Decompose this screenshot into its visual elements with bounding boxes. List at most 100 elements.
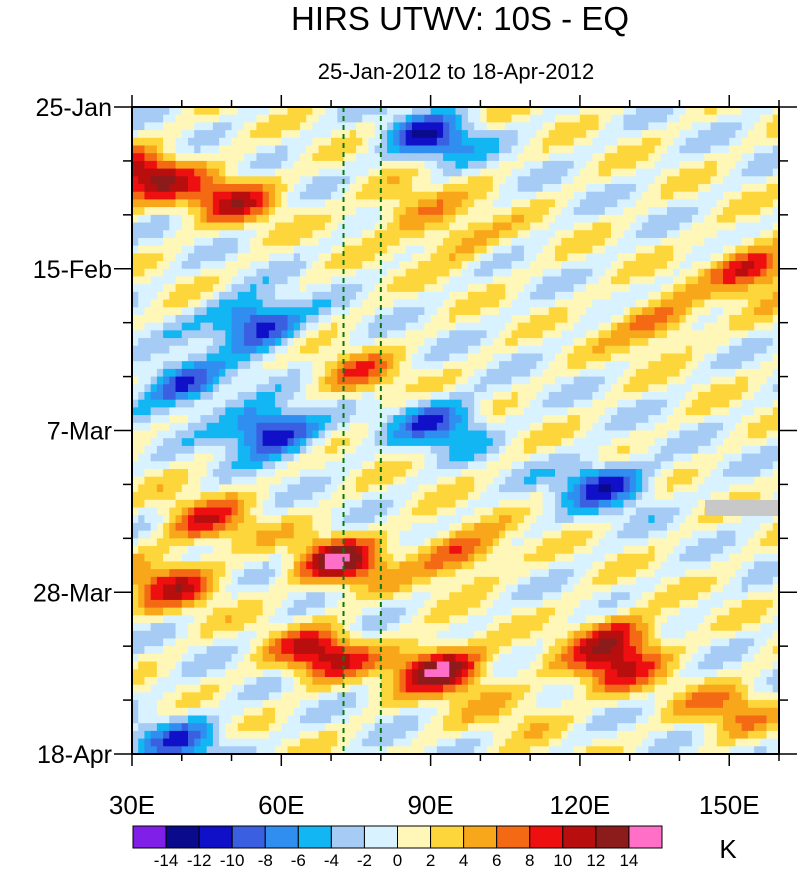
heat-cell xyxy=(592,130,600,139)
heat-cell xyxy=(237,415,245,424)
heat-cell xyxy=(380,207,388,216)
heat-cell xyxy=(324,338,332,347)
heat-cell xyxy=(517,222,525,231)
heat-cell xyxy=(542,284,550,293)
heat-cell xyxy=(629,130,637,139)
heat-cell xyxy=(455,245,463,254)
heat-cell xyxy=(579,391,587,401)
heat-cell xyxy=(499,199,506,208)
heat-cell xyxy=(194,268,202,278)
heat-cell xyxy=(212,438,220,447)
heat-cell xyxy=(772,299,780,308)
heat-cell xyxy=(243,122,251,131)
heat-cell xyxy=(729,199,737,208)
heat-cell xyxy=(523,407,531,416)
heat-cell xyxy=(660,376,668,385)
heat-cell xyxy=(499,322,506,331)
heat-cell xyxy=(642,384,649,393)
heat-cell xyxy=(729,322,737,331)
heat-cell xyxy=(256,199,264,208)
heat-cell xyxy=(623,168,631,177)
heat-cell xyxy=(150,276,158,285)
heat-cell xyxy=(318,415,326,424)
heat-cell xyxy=(418,430,425,439)
heat-cell xyxy=(163,307,170,316)
heat-cell xyxy=(418,284,425,293)
heat-cell xyxy=(212,422,220,432)
heat-cell xyxy=(355,299,363,308)
heat-cell xyxy=(648,130,656,139)
heat-cell xyxy=(150,284,158,293)
heat-cell xyxy=(169,184,177,193)
heat-cell xyxy=(548,145,556,154)
heat-cell xyxy=(461,191,469,201)
heat-cell xyxy=(486,353,494,362)
heat-cell xyxy=(667,214,674,224)
heat-cell xyxy=(617,176,625,185)
heat-cell xyxy=(766,291,774,301)
heat-cell xyxy=(592,137,600,147)
heat-cell xyxy=(405,176,413,185)
heat-cell xyxy=(355,199,363,208)
heat-cell xyxy=(343,222,351,231)
heat-cell xyxy=(219,384,226,393)
heat-cell xyxy=(474,199,481,208)
heat-cell xyxy=(418,291,425,301)
heat-cell xyxy=(461,353,469,362)
heat-cell xyxy=(212,145,220,154)
heat-cell xyxy=(679,145,687,154)
heat-cell xyxy=(387,438,394,447)
heat-cell xyxy=(474,314,481,324)
heat-cell xyxy=(486,422,494,432)
heat-cell xyxy=(536,345,544,355)
heat-cell xyxy=(225,453,233,462)
heat-cell xyxy=(486,338,494,347)
heat-cell xyxy=(256,145,264,154)
heat-cell xyxy=(250,153,258,162)
heat-cell xyxy=(144,476,152,486)
heat-cell xyxy=(393,130,401,139)
heat-cell xyxy=(138,199,146,208)
heat-cell xyxy=(355,461,363,470)
heat-cell xyxy=(754,415,761,424)
heat-cell xyxy=(355,153,363,162)
heat-cell xyxy=(691,168,699,177)
heat-cell xyxy=(511,199,519,208)
heat-cell xyxy=(467,284,475,293)
heat-cell xyxy=(654,391,662,401)
heat-cell xyxy=(729,145,737,154)
heat-cell xyxy=(405,322,413,331)
heat-cell xyxy=(499,391,506,401)
heat-cell xyxy=(374,391,382,401)
heat-cell xyxy=(517,137,525,147)
heat-cell xyxy=(337,345,345,355)
heat-cell xyxy=(399,299,407,308)
heat-cell xyxy=(573,191,581,201)
heat-cell xyxy=(243,391,251,401)
heat-cell xyxy=(237,245,245,254)
heat-cell xyxy=(436,430,444,439)
heat-cell xyxy=(318,145,326,154)
heat-cell xyxy=(741,268,749,278)
heat-cell xyxy=(380,268,388,278)
heat-cell xyxy=(635,245,643,254)
heat-cell xyxy=(268,338,276,347)
heat-cell xyxy=(760,314,768,324)
heat-cell xyxy=(648,430,656,439)
heat-cell xyxy=(231,191,239,201)
heat-cell xyxy=(555,230,562,239)
heat-cell xyxy=(156,222,164,231)
heat-cell xyxy=(393,438,401,447)
heat-cell xyxy=(411,391,419,401)
heat-cell xyxy=(617,207,625,216)
heat-cell xyxy=(430,422,438,432)
heat-cell xyxy=(175,391,183,401)
heat-cell xyxy=(132,214,139,224)
heat-cell xyxy=(623,422,631,432)
heat-cell xyxy=(256,307,264,316)
heat-cell xyxy=(679,368,687,378)
heat-cell xyxy=(716,191,724,201)
heat-cell xyxy=(138,222,146,231)
heat-cell xyxy=(411,230,419,239)
heat-cell xyxy=(418,453,425,462)
